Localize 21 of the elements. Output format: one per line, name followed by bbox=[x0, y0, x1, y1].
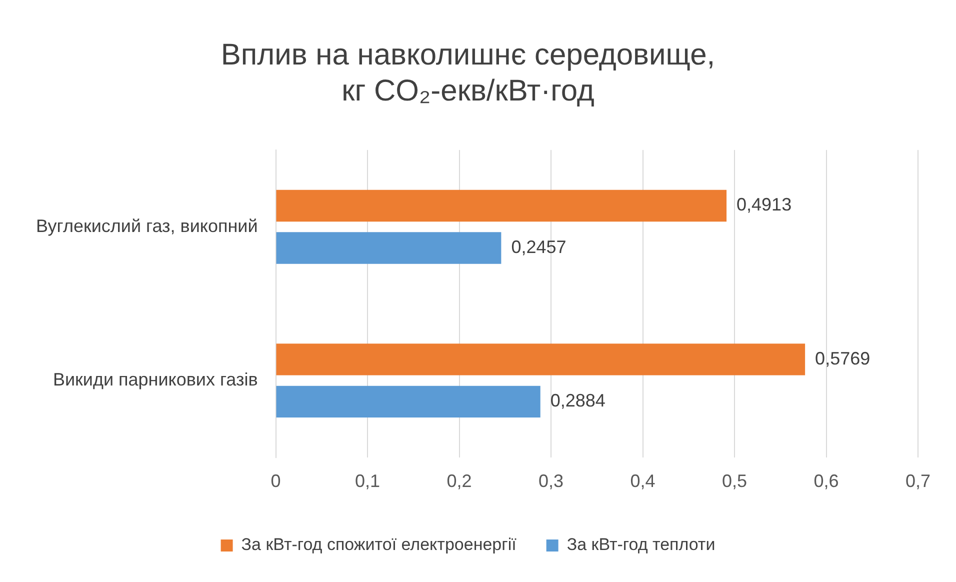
y-tick-label: Викиди парникових газів bbox=[52, 370, 258, 390]
bar bbox=[276, 190, 727, 222]
y-tick-label: Вуглекислий газ, викопний bbox=[36, 216, 258, 236]
bar bbox=[276, 344, 806, 376]
data-label: 0,4913 bbox=[736, 194, 792, 215]
legend-label: За кВт-год спожитої електроенергії bbox=[241, 535, 517, 554]
x-tick-label: 0,2 bbox=[446, 471, 472, 492]
x-tick-label: 0,4 bbox=[630, 471, 656, 492]
chart-title: Вплив на навколишнє середовище, кг CO₂-екв/кВт·год bbox=[220, 38, 716, 108]
data-label: 0,2457 bbox=[511, 236, 566, 257]
data-label: 0,2884 bbox=[550, 390, 606, 411]
x-tick-label: 0,7 bbox=[905, 471, 931, 492]
x-tick-label: 0,6 bbox=[814, 471, 839, 492]
bar bbox=[276, 386, 540, 418]
legend-label: За кВт-год теплоти bbox=[566, 535, 716, 554]
x-tick-label: 0,5 bbox=[722, 471, 748, 492]
data-label: 0,5769 bbox=[815, 348, 870, 368]
x-tick-label: 0 bbox=[270, 471, 281, 492]
bar bbox=[276, 232, 502, 264]
x-tick-label: 0,3 bbox=[538, 471, 564, 492]
x-tick-label: 0,1 bbox=[355, 471, 380, 492]
